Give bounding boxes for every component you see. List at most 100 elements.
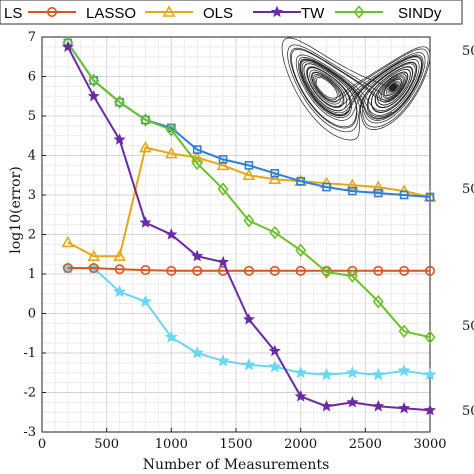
series-line [67, 267, 430, 272]
data-point [139, 113, 152, 127]
data-point [244, 161, 254, 170]
y-tick-label: -3 [23, 425, 36, 440]
data-point [296, 176, 305, 186]
right-tick-label: 50 [462, 44, 474, 59]
data-point [371, 367, 385, 381]
data-point [164, 330, 178, 343]
data-point [114, 95, 126, 109]
legend-box [0, 0, 463, 25]
legend-entry-label: LS [4, 5, 22, 22]
data-point [348, 186, 357, 196]
data-point [139, 216, 152, 228]
data-point [346, 396, 359, 408]
data-point [424, 265, 435, 276]
grid [41, 36, 431, 433]
series-line [67, 42, 431, 339]
x-tick-label: 2000 [284, 437, 317, 452]
data-point [320, 265, 333, 279]
data-point [371, 180, 385, 192]
legend: LS LASSO OLS TW SINDy [0, 0, 463, 25]
data-point [423, 367, 437, 381]
data-point [139, 140, 152, 153]
series-line [67, 146, 431, 258]
data-point [243, 213, 255, 228]
data-point [320, 367, 334, 381]
data-point [242, 313, 255, 325]
data-point [399, 265, 410, 276]
right-tick-label: 50 [462, 182, 474, 197]
x-tick-label: 2500 [349, 437, 382, 452]
data-point [423, 403, 437, 416]
data-point [165, 228, 178, 240]
data-point [397, 363, 411, 377]
legend-entry-label: SINDy [398, 5, 442, 22]
data-point [113, 249, 126, 262]
data-point [218, 155, 228, 164]
data-point [425, 192, 435, 202]
data-point [373, 188, 383, 198]
data-point [345, 365, 359, 379]
x-axis-label: Number of Measurements [143, 457, 330, 473]
lorenz-trajectory [281, 37, 431, 141]
data-point [399, 190, 409, 200]
lorenz-attractor-icon [281, 37, 431, 141]
data-point [216, 354, 230, 367]
data-point [320, 399, 333, 412]
x-tick-label: 3000 [413, 437, 446, 452]
data-point [270, 168, 280, 178]
data-point [268, 359, 282, 373]
data-point [62, 263, 73, 274]
data-point [191, 249, 204, 262]
data-point [165, 123, 177, 137]
data-point [270, 5, 284, 18]
y-tick-label: 5 [28, 109, 36, 124]
y-tick-label: 3 [28, 188, 36, 203]
data-point [162, 5, 176, 17]
data-point [138, 294, 152, 308]
data-point [114, 264, 125, 275]
legend-entry-label: OLS [203, 5, 233, 22]
data-point [140, 265, 151, 276]
data-point [87, 249, 101, 262]
data-point [166, 265, 177, 276]
x-tick-label: 0 [38, 437, 46, 452]
data-point [268, 344, 281, 357]
x-tick-label: 500 [94, 437, 119, 452]
data-point [294, 365, 308, 379]
data-point [269, 225, 281, 240]
y-tick-label: 1 [28, 267, 36, 282]
data-point [373, 265, 384, 276]
data-point [295, 265, 306, 276]
data-point [322, 182, 331, 192]
data-point [88, 263, 99, 274]
data-point [190, 346, 204, 359]
data-point [61, 235, 75, 248]
data-point [346, 178, 359, 190]
data-point [243, 265, 254, 276]
data-point [191, 156, 203, 171]
y-tick-label: 6 [28, 70, 36, 85]
data-point [294, 390, 307, 402]
x-tick-label: 1000 [155, 437, 188, 452]
series [61, 36, 437, 416]
right-tick-label: 50 [462, 319, 474, 334]
data-point [216, 255, 230, 268]
legend-entry-label: TW [301, 5, 325, 22]
data-point [113, 133, 126, 145]
data-point [216, 158, 230, 171]
data-point [242, 358, 256, 371]
y-tick-label: 0 [28, 307, 36, 322]
data-point [398, 401, 411, 414]
axis-ticks: 0 500 1000 1500 2000 2500 3000 -3 -2 -1 0 1 2 3 4 5 6 7 [23, 30, 446, 452]
data-point [372, 294, 384, 309]
y-tick-label: -2 [23, 386, 36, 401]
y-axis-label: log10(error) [8, 166, 24, 253]
right-tick-label: 50 [462, 404, 474, 419]
data-point [88, 73, 100, 88]
y-tick-label: 2 [28, 228, 36, 243]
data-point [269, 265, 280, 276]
data-point [242, 168, 256, 181]
data-point [268, 172, 282, 184]
data-point [346, 269, 358, 283]
legend-entry-label: LASSO [86, 5, 136, 22]
